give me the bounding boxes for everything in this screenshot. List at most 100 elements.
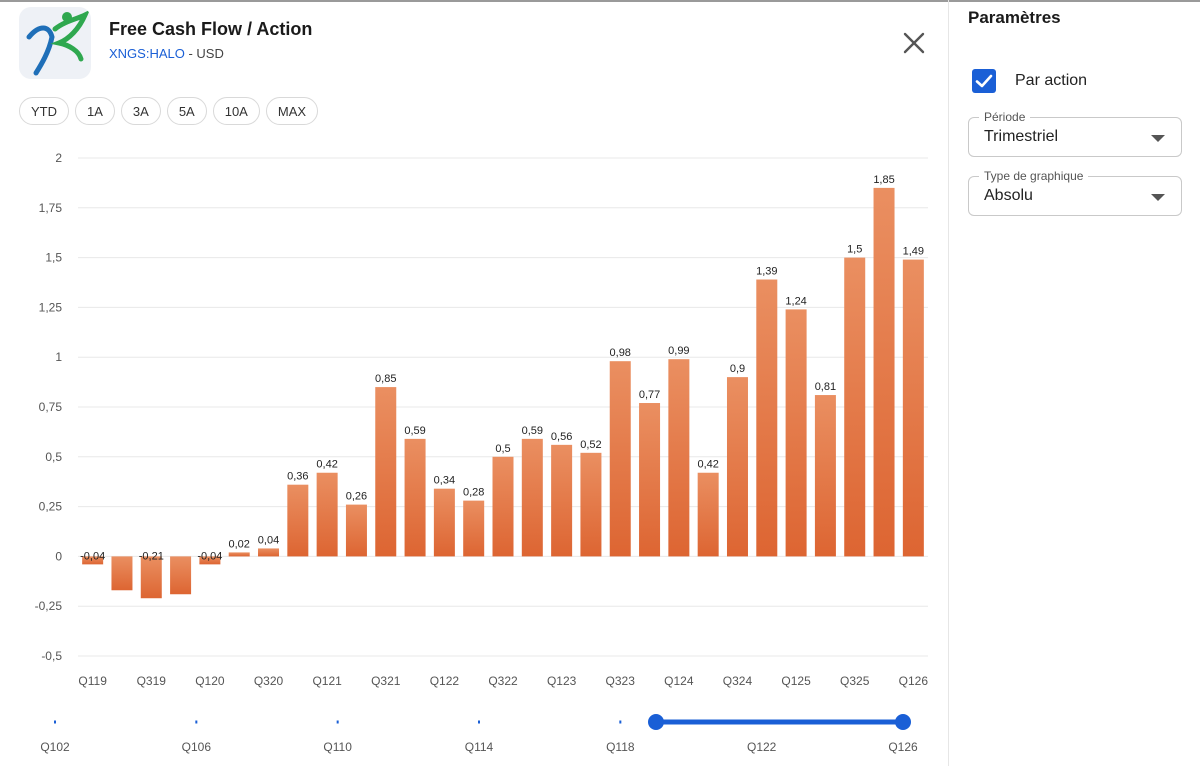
slider-label: Q106 — [182, 740, 212, 754]
bar — [697, 472, 719, 557]
bar — [785, 309, 807, 557]
data-label: -0,04 — [197, 550, 222, 562]
bar — [639, 403, 661, 557]
y-tick-label: 1,5 — [45, 251, 62, 265]
x-tick-label: Q321 — [371, 674, 401, 688]
slider-label: Q118 — [606, 740, 635, 754]
data-label: 0,59 — [404, 425, 425, 437]
bar — [844, 257, 866, 557]
period-value: Trimestriel — [984, 128, 1059, 145]
data-label: 0,52 — [580, 439, 601, 451]
x-tick-label: Q125 — [781, 674, 811, 688]
ticker-line: XNGS:HALO - USD — [109, 46, 224, 61]
x-tick-label: Q323 — [606, 674, 636, 688]
data-label: 0,9 — [730, 363, 745, 375]
bar — [609, 361, 631, 557]
data-label: 0,02 — [228, 538, 249, 550]
data-label: 0,98 — [610, 347, 631, 359]
slider-label: Q110 — [323, 740, 352, 754]
data-label: -0,04 — [80, 550, 105, 562]
bar — [287, 484, 309, 557]
chart-type-value: Absolu — [984, 187, 1033, 204]
y-tick-label: 1,25 — [39, 300, 63, 314]
slider-label: Q126 — [888, 740, 918, 754]
slider-handle-start[interactable] — [648, 714, 664, 730]
bar — [521, 438, 543, 557]
close-button[interactable] — [898, 27, 930, 59]
data-label: 0,56 — [551, 431, 572, 443]
data-label: 0,77 — [639, 389, 660, 401]
data-label: 0,36 — [287, 471, 308, 483]
bar — [258, 548, 280, 557]
period-select[interactable]: Période Trimestriel — [968, 110, 1182, 157]
bar — [492, 456, 514, 557]
bar — [140, 556, 162, 599]
bar — [902, 259, 924, 557]
x-tick-label: Q126 — [899, 674, 929, 688]
y-tick-label: -0,25 — [35, 599, 63, 613]
data-label: 1,85 — [873, 174, 894, 186]
bar — [345, 504, 367, 557]
y-tick-label: 2 — [55, 151, 62, 165]
range-button-5a[interactable]: 5A — [166, 97, 207, 125]
range-slider[interactable]: Q102 Q106 Q110 Q114 Q118 Q122 Q126 — [0, 706, 948, 762]
per-share-checkbox[interactable] — [972, 69, 996, 93]
panel-divider — [948, 0, 949, 766]
y-tick-label: 0,25 — [39, 500, 63, 514]
per-share-label[interactable]: Par action — [1015, 72, 1088, 89]
time-range-selector: YTD 1A 3A 5A 10A MAX — [19, 97, 319, 125]
slider-label: Q122 — [747, 740, 777, 754]
y-tick-label: 0,75 — [39, 400, 63, 414]
window-frame-top — [0, 0, 1200, 2]
range-button-max[interactable]: MAX — [265, 97, 319, 125]
data-label: 0,04 — [258, 534, 279, 546]
close-icon — [903, 32, 925, 54]
caret-down-icon — [1151, 194, 1165, 201]
ticker-link[interactable]: XNGS:HALO — [109, 46, 185, 61]
data-label: 0,42 — [697, 459, 718, 471]
data-label: 0,42 — [316, 459, 337, 471]
x-tick-label: Q121 — [312, 674, 342, 688]
bar — [551, 444, 573, 557]
company-logo — [19, 7, 91, 79]
chart-type-label: Type de graphique — [979, 169, 1089, 183]
y-tick-label: 0,5 — [45, 450, 62, 464]
caret-down-icon — [1151, 135, 1165, 142]
data-label: 0,85 — [375, 373, 396, 385]
slider-label: Q114 — [465, 740, 494, 754]
range-button-3a[interactable]: 3A — [120, 97, 161, 125]
x-tick-label: Q124 — [664, 674, 694, 688]
bar — [433, 488, 455, 557]
data-label: 1,24 — [785, 295, 806, 307]
bar-chart: 2 1,75 1,5 1,25 1 0,75 0,5 0,25 0 -0,25 -0,5 -0,04 Q… — [35, 151, 929, 688]
bar — [873, 187, 895, 557]
x-tick-label: Q122 — [430, 674, 460, 688]
x-tick-label: Q120 — [195, 674, 225, 688]
bar — [170, 556, 192, 595]
y-tick-label: 1 — [55, 350, 62, 364]
chart-type-select[interactable]: Type de graphique Absolu — [968, 169, 1182, 216]
currency-label: USD — [196, 46, 224, 61]
data-label: 0,28 — [463, 487, 484, 499]
bar — [199, 556, 221, 565]
bar — [111, 556, 133, 591]
x-tick-label: Q320 — [254, 674, 284, 688]
x-tick-label: Q319 — [137, 674, 167, 688]
y-tick-label: -0,5 — [41, 649, 62, 663]
bar — [726, 377, 748, 557]
data-label: 0,5 — [495, 443, 510, 455]
period-label: Période — [979, 110, 1031, 124]
bar — [375, 387, 397, 557]
slider-handle-end[interactable] — [895, 714, 911, 730]
slider-label: Q102 — [40, 740, 70, 754]
slider-tick — [478, 720, 480, 724]
bar — [228, 552, 250, 557]
range-button-1a[interactable]: 1A — [75, 97, 115, 125]
checkmark-icon — [975, 74, 993, 88]
bar — [404, 438, 426, 557]
range-button-ytd[interactable]: YTD — [19, 97, 69, 125]
range-button-10a[interactable]: 10A — [212, 97, 260, 125]
page-title: Free Cash Flow / Action — [109, 19, 313, 39]
slider-tick — [195, 720, 198, 724]
bar — [463, 500, 485, 557]
